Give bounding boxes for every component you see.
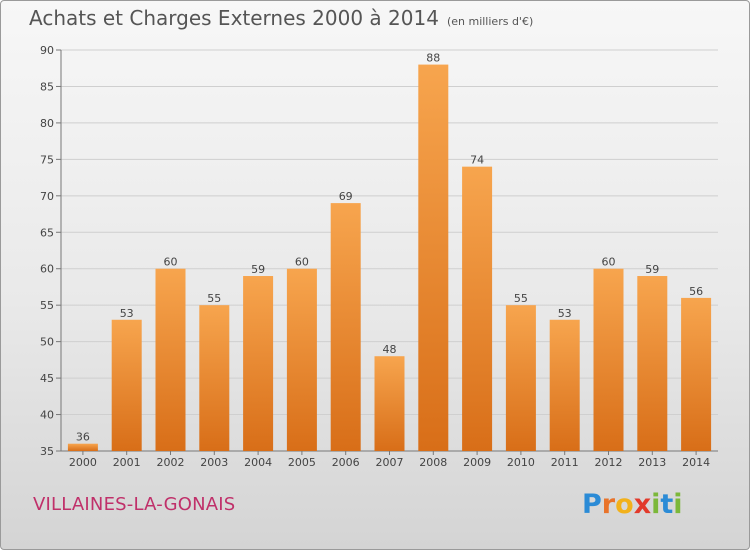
- bar: [155, 268, 186, 451]
- bar: [67, 443, 98, 451]
- bar: [462, 166, 493, 451]
- y-tick-label: 35: [40, 445, 54, 458]
- logo-letter: P: [582, 489, 602, 520]
- x-tick-label: 2011: [551, 456, 579, 469]
- x-tick-label: 2006: [332, 456, 360, 469]
- x-tick-label: 2004: [244, 456, 272, 469]
- proxiti-logo: Proxiti: [582, 489, 683, 520]
- y-tick-label: 45: [40, 372, 54, 385]
- bar: [243, 276, 274, 451]
- logo-letter: x: [633, 489, 652, 520]
- data-label: 74: [470, 154, 484, 167]
- x-tick-label: 2014: [682, 456, 710, 469]
- data-label: 60: [295, 256, 309, 269]
- chart-title-text: Achats et Charges Externes 2000 à 2014: [29, 6, 439, 30]
- x-tick-label: 2001: [113, 456, 141, 469]
- x-tick-label: 2005: [288, 456, 316, 469]
- x-tick-labels: 2000 2001 2002 2003 2004 2005 2006 2007 2008 2009…: [69, 456, 710, 469]
- commune-name: VILLAINES-LA-GONAIS: [33, 494, 236, 515]
- data-label: 69: [339, 190, 353, 203]
- y-tick-label: 75: [40, 153, 54, 166]
- logo-letter: r: [601, 489, 616, 520]
- data-label: 56: [689, 285, 703, 298]
- bar: [637, 276, 668, 451]
- y-tick-label: 90: [40, 44, 54, 57]
- bar: [111, 319, 142, 451]
- data-label: 88: [426, 52, 440, 65]
- data-label: 36: [76, 431, 90, 444]
- data-label: 59: [645, 263, 659, 276]
- x-tick-label: 2007: [376, 456, 404, 469]
- y-tick-label: 40: [40, 409, 54, 422]
- data-label: 60: [164, 256, 178, 269]
- chart-unit: (en milliers d'€): [446, 15, 534, 28]
- bar: [549, 319, 580, 451]
- bar: [330, 203, 361, 451]
- bar: [286, 268, 317, 451]
- x-tick-label: 2008: [419, 456, 447, 469]
- bar: [418, 64, 449, 451]
- data-label: 59: [251, 263, 265, 276]
- x-tick-label: 2002: [157, 456, 185, 469]
- y-tick-label: 60: [40, 263, 54, 276]
- y-tick-labels: 35 40 45 50 55 60 65 70 75 80 85 90: [40, 44, 54, 458]
- y-tick-label: 50: [40, 336, 54, 349]
- y-tick-label: 80: [40, 117, 54, 130]
- data-label: 60: [602, 256, 616, 269]
- x-tick-label: 2013: [638, 456, 666, 469]
- x-tick-label: 2012: [595, 456, 623, 469]
- y-tick-label: 85: [40, 80, 54, 93]
- data-label: 53: [120, 307, 134, 320]
- x-tick-label: 2000: [69, 456, 97, 469]
- data-label: 53: [558, 307, 572, 320]
- y-tick-label: 70: [40, 190, 54, 203]
- bar: [505, 305, 536, 451]
- data-label: 55: [514, 292, 528, 305]
- y-tick-label: 55: [40, 299, 54, 312]
- bars: [67, 64, 712, 451]
- x-tick-label: 2003: [200, 456, 228, 469]
- logo-letter: i: [651, 489, 661, 520]
- y-tick-label: 65: [40, 226, 54, 239]
- x-tick-label: 2010: [507, 456, 535, 469]
- logo-letter: t: [660, 489, 674, 520]
- bar: [199, 305, 230, 451]
- x-tick-label: 2009: [463, 456, 491, 469]
- logo-letter: i: [673, 489, 683, 520]
- bar: [374, 356, 405, 451]
- chart-title: Achats et Charges Externes 2000 à 2014 (e…: [29, 6, 533, 30]
- data-labels: 36 53 60 55 59 60 69 48 88 74 55 53 60 59 56: [76, 52, 703, 444]
- bar: [593, 268, 624, 451]
- data-label: 55: [207, 292, 221, 305]
- logo-letter: o: [615, 489, 634, 520]
- data-label: 48: [383, 343, 397, 356]
- bar: [681, 297, 712, 451]
